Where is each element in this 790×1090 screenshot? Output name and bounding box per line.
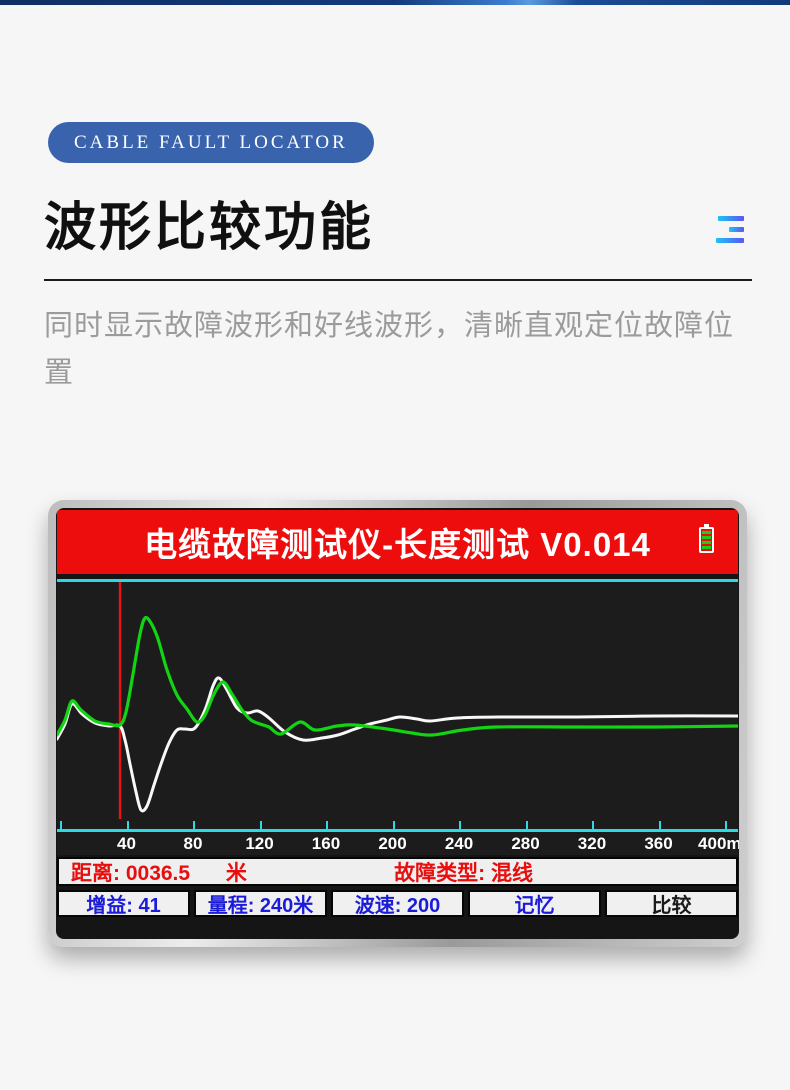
distance-label: 距离: — [71, 861, 120, 885]
axis-tick — [392, 821, 395, 829]
fault-type-readout: 故障类型: 混线 — [394, 857, 533, 887]
axis-tick-label: 200 — [378, 834, 407, 853]
axis-tick-label: 80 — [183, 834, 203, 853]
white-waveform — [57, 676, 738, 813]
distance-readout: 距离: 0036.5 米 — [59, 857, 247, 887]
device-button-1[interactable]: 量程: 240米 — [194, 890, 327, 917]
category-badge: CABLE FAULT LOCATOR — [48, 122, 374, 163]
top-accent-bar — [0, 0, 790, 5]
category-badge-label: CABLE FAULT LOCATOR — [74, 131, 348, 153]
axis-tick-label: 280 — [511, 834, 540, 853]
device-button-3[interactable]: 记忆 — [468, 890, 601, 917]
axis-baseline — [57, 829, 738, 832]
axis-tick — [459, 821, 461, 829]
axis-tick-label: 240 — [444, 834, 474, 853]
fault-type-label: 故障类型: — [394, 861, 486, 885]
axis-tick — [325, 821, 328, 829]
axis-tick-label: 120 — [245, 834, 274, 853]
heading-row: 波形比较功能 — [44, 196, 752, 262]
status-row: 距离: 0036.5 米 故障类型: 混线 — [57, 857, 738, 886]
distance-unit: 米 — [225, 861, 247, 885]
device-frame: 电缆故障测试仪-长度测试 V0.014 40 80 120 160 200 240 280 3… — [48, 500, 747, 947]
axis-tick-label: 160 — [311, 834, 341, 853]
axis-tick — [658, 821, 661, 829]
axis-tick — [725, 821, 727, 829]
axis-tick — [259, 821, 262, 829]
x-axis: 40 80 120 160 200 240 280 320 360 400m — [57, 821, 739, 855]
device-screen: 电缆故障测试仪-长度测试 V0.014 40 80 120 160 200 240 280 3… — [56, 508, 739, 939]
axis-ticks — [57, 821, 738, 829]
three-lines-icon — [716, 215, 744, 243]
device-title: 电缆故障测试仪-长度测试 V0.014 — [144, 526, 651, 563]
axis-tick — [525, 821, 528, 829]
device-button-4[interactable]: 比较 — [605, 890, 738, 917]
axis-tick-label: 40 — [117, 834, 136, 853]
heading-divider — [44, 279, 752, 281]
page-title: 波形比较功能 — [44, 200, 375, 257]
axis-labels: 40 80 120 160 200 240 280 320 360 400m — [57, 832, 739, 855]
axis-tick — [59, 821, 62, 829]
axis-tick-label: 400m — [698, 834, 739, 853]
axis-tick-label: 360 — [644, 834, 673, 853]
device-button-0[interactable]: 增益: 41 — [57, 890, 190, 917]
device-buttons: 增益: 41 量程: 240米 波速: 200 记忆 比较 — [57, 890, 738, 917]
waveform-svg — [57, 582, 738, 819]
green-waveform — [57, 615, 738, 737]
battery-icon — [699, 524, 714, 553]
waveform-plot — [57, 582, 738, 821]
axis-tick — [126, 821, 129, 829]
device-button-2[interactable]: 波速: 200 — [331, 890, 464, 917]
screen-top-line — [57, 579, 738, 582]
device-titlebar: 电缆故障测试仪-长度测试 V0.014 — [57, 510, 738, 574]
axis-tick — [192, 821, 195, 829]
distance-value: 0036.5 — [125, 861, 191, 885]
axis-tick — [591, 821, 594, 829]
subtitle-text: 同时显示故障波形和好线波形，清晰直观定位故障位置 — [44, 310, 735, 389]
axis-tick-label: 320 — [577, 834, 607, 853]
fault-type-value: 混线 — [490, 861, 533, 885]
